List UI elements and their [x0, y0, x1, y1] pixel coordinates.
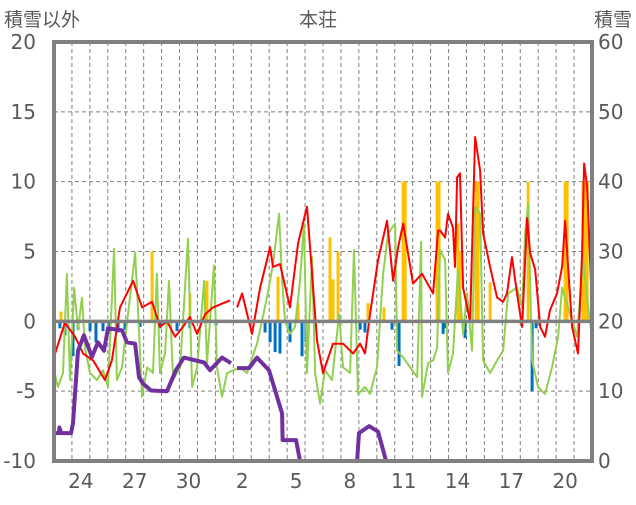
positive-bar [474, 181, 478, 322]
negative-bar [88, 321, 92, 332]
negative-bar [101, 321, 105, 332]
right-tick-label: 50 [598, 100, 623, 124]
negative-bar [534, 321, 538, 329]
negative-bar [300, 321, 304, 357]
right-tick-label: 10 [598, 379, 623, 403]
negative-bar [463, 321, 467, 339]
x-tick-label: 8 [344, 469, 357, 493]
left-tick-label: 0 [23, 309, 36, 333]
positive-bar [583, 181, 587, 322]
positive-bar [150, 251, 154, 322]
right-tick-label: 60 [598, 30, 623, 54]
negative-bar [71, 321, 75, 357]
x-tick-label: 30 [176, 469, 201, 493]
positive-bar [563, 181, 567, 322]
positive-bar [328, 237, 332, 322]
x-tick-label: 27 [122, 469, 147, 493]
negative-bar [397, 321, 401, 367]
right-tick-label: 30 [598, 240, 623, 264]
x-tick-label: 11 [391, 469, 416, 493]
left-tick-label: 15 [11, 100, 36, 124]
negative-bar [278, 321, 282, 354]
positive-bar [205, 280, 209, 322]
x-tick-label: 14 [445, 469, 470, 493]
plot-frame [52, 40, 594, 463]
right-tick-label: 0 [598, 449, 611, 473]
negative-bar [94, 321, 98, 343]
purple-series-line [54, 326, 592, 463]
positive-bar [585, 181, 589, 322]
x-tick-label: 2 [236, 469, 249, 493]
negative-bar [390, 321, 394, 330]
green-series-line [53, 203, 593, 405]
positive-bar [276, 276, 280, 322]
negative-bar [123, 321, 127, 330]
positive-bar [59, 311, 63, 322]
negative-bar [138, 321, 142, 327]
left-tick-label: 20 [11, 30, 36, 54]
left-tick-label: -5 [16, 379, 36, 403]
positive-bar [296, 303, 300, 322]
negative-bar [443, 321, 447, 329]
positive-bar [403, 181, 407, 322]
positive-bar [437, 181, 441, 322]
left-tick-label: 10 [11, 170, 36, 194]
positive-bar [401, 181, 405, 322]
left-tick-label: 5 [23, 240, 36, 264]
axes [52, 40, 594, 463]
positive-bar [366, 303, 370, 322]
right-tick-label: 40 [598, 170, 623, 194]
right-axis-title: 積雪 [594, 9, 632, 31]
negative-bar [268, 321, 272, 343]
negative-bar [263, 321, 267, 333]
x-tick-label: 20 [552, 469, 577, 493]
negative-bar [58, 321, 62, 329]
left-axis-title: 積雪以外 [4, 9, 80, 31]
positive-bar [488, 282, 492, 322]
left-tick-label: -10 [3, 449, 36, 473]
x-tick-label: 17 [499, 469, 524, 493]
positive-bar [331, 279, 335, 322]
negative-bar [273, 321, 277, 353]
gridlines [54, 42, 592, 461]
x-tick-label: 24 [68, 469, 93, 493]
negative-bar [363, 321, 367, 333]
chart-title: 本荘 [299, 9, 337, 31]
negative-bar [175, 321, 179, 332]
positive-bar [526, 181, 530, 322]
series-lines [53, 136, 593, 463]
x-tick-label: 5 [290, 469, 303, 493]
positive-bar [382, 307, 386, 322]
positive-bar [476, 181, 480, 322]
right-tick-label: 20 [598, 309, 623, 333]
negative-bar [358, 321, 362, 330]
negative-bar [441, 321, 445, 334]
positive-bar [336, 251, 340, 322]
